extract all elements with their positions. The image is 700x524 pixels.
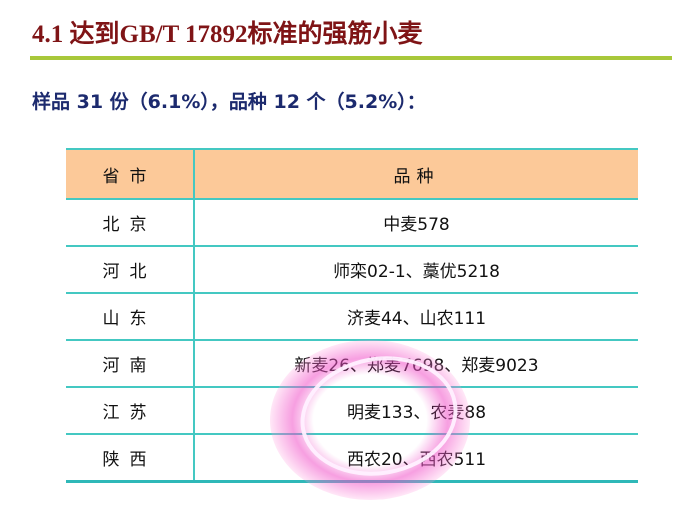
variety-cell: 新麦26、郑麦7698、郑麦9023 xyxy=(194,339,638,387)
table-row: 北京 中麦578 xyxy=(66,198,638,246)
header-province: 省市 xyxy=(66,148,195,199)
province-cell: 北京 xyxy=(66,198,195,246)
province-cell: 河南 xyxy=(66,339,195,387)
header-variety: 品种 xyxy=(194,148,638,199)
table-row: 山东 济麦44、山农111 xyxy=(66,292,638,340)
province-cell: 江苏 xyxy=(66,386,195,434)
slide-title: 4.1 达到GB/T 17892标准的强筋小麦 xyxy=(32,21,423,48)
table-header-row: 省市 品种 xyxy=(66,148,638,199)
province-cell: 山东 xyxy=(66,292,195,340)
variety-cell: 济麦44、山农111 xyxy=(194,292,638,340)
table-row: 陕西 西农20、西农511 xyxy=(66,433,638,483)
summary-text: 样品 31 份（6.1%），品种 12 个（5.2%）： xyxy=(32,91,426,113)
province-cell: 河北 xyxy=(66,245,195,293)
variety-table: 省市 品种 北京 中麦578 河北 师栾02-1、藁优5218 山东 济麦44、山农1… xyxy=(66,148,638,483)
table-row: 江苏 明麦133、农麦88 xyxy=(66,386,638,434)
province-cell: 陕西 xyxy=(66,433,195,483)
table-row: 河南 新麦26、郑麦7698、郑麦9023 xyxy=(66,339,638,387)
variety-cell: 西农20、西农511 xyxy=(194,433,638,483)
variety-cell: 中麦578 xyxy=(194,198,638,246)
table-row: 河北 师栾02-1、藁优5218 xyxy=(66,245,638,293)
title-divider xyxy=(30,56,672,60)
variety-cell: 明麦133、农麦88 xyxy=(194,386,638,434)
variety-cell: 师栾02-1、藁优5218 xyxy=(194,245,638,293)
